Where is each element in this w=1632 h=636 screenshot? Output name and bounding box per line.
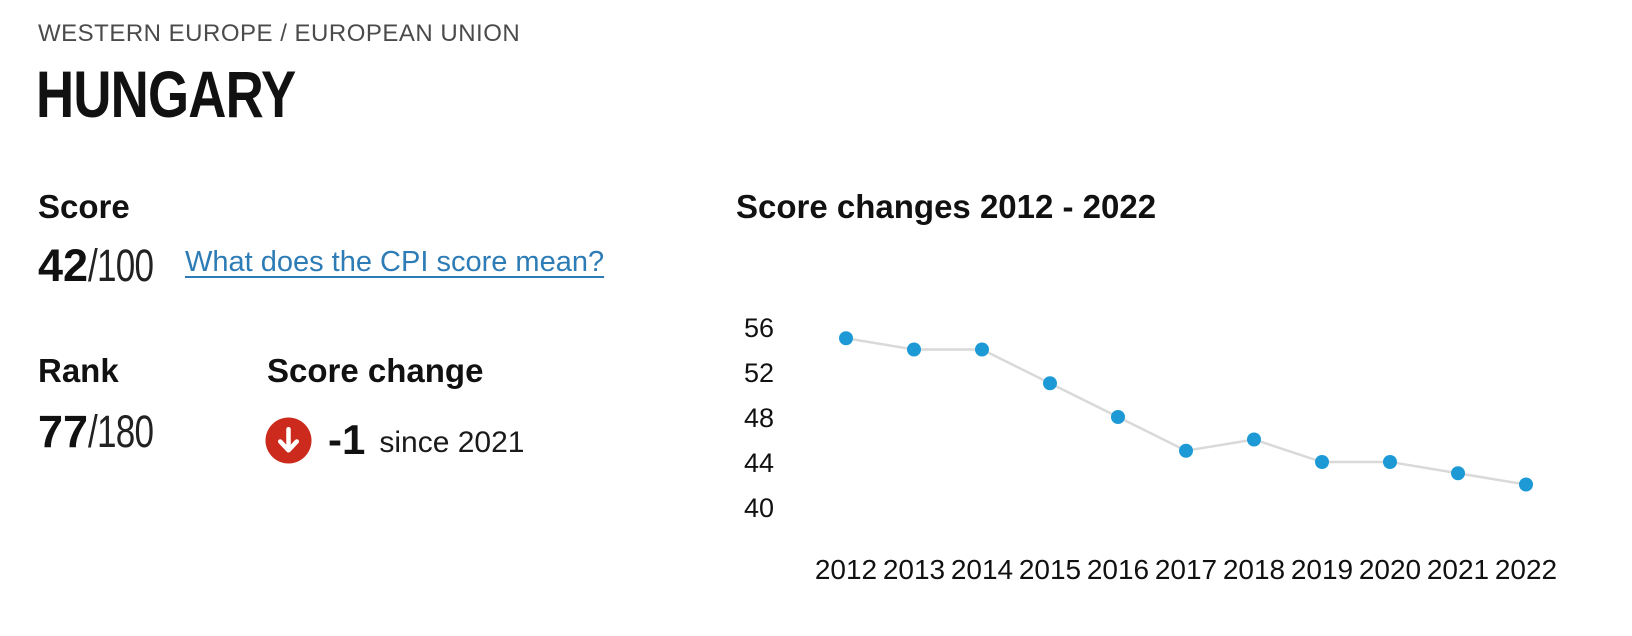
x-tick-label: 2013: [883, 554, 945, 585]
x-tick-label: 2022: [1495, 554, 1557, 585]
y-tick-label: 44: [744, 448, 774, 478]
y-tick-label: 56: [744, 313, 774, 343]
y-tick-label: 40: [744, 493, 774, 523]
x-tick-label: 2020: [1359, 554, 1421, 585]
data-point-2020[interactable]: [1383, 455, 1397, 469]
breadcrumb: WESTERN EUROPE / EUROPEAN UNION: [38, 20, 521, 47]
score-number: 42: [38, 240, 89, 291]
rank-denominator: /180: [88, 406, 154, 457]
score-change-label: Score change: [267, 352, 484, 389]
data-point-2016[interactable]: [1111, 410, 1125, 424]
x-tick-label: 2016: [1087, 554, 1149, 585]
x-tick-label: 2017: [1155, 554, 1217, 585]
x-tick-label: 2019: [1291, 554, 1353, 585]
data-point-2019[interactable]: [1315, 455, 1329, 469]
score-change-row: -1 since 2021: [265, 416, 524, 464]
page-title: HUNGARY: [36, 57, 296, 131]
score-change-value: -1: [328, 416, 366, 463]
x-tick-label: 2021: [1427, 554, 1489, 585]
chart-line: [845, 337, 1527, 486]
x-tick-label: 2018: [1223, 554, 1285, 585]
x-tick-label: 2014: [951, 554, 1013, 585]
rank-number: 77: [38, 406, 89, 457]
down-arrow-circle-icon: [265, 416, 312, 464]
score-label: Score: [38, 188, 130, 225]
score-change-caption: since 2021: [379, 426, 525, 459]
data-point-2015[interactable]: [1043, 376, 1057, 391]
data-point-2012[interactable]: [839, 331, 853, 346]
x-tick-label: 2015: [1019, 554, 1081, 585]
y-tick-label: 48: [744, 403, 774, 433]
data-point-2021[interactable]: [1451, 466, 1465, 481]
score-denominator: /100: [88, 240, 154, 291]
x-tick-label: 2012: [815, 554, 877, 585]
cpi-score-link[interactable]: What does the CPI score mean?: [185, 246, 605, 278]
rank-value: 77/180: [38, 406, 172, 458]
chart-title: Score changes 2012 - 2022: [736, 188, 1157, 225]
y-tick-label: 52: [744, 358, 774, 388]
data-point-2022[interactable]: [1519, 477, 1533, 492]
data-point-2013[interactable]: [907, 342, 921, 357]
score-value: 42/100: [38, 240, 172, 292]
data-point-2014[interactable]: [975, 342, 989, 357]
data-point-2017[interactable]: [1179, 443, 1193, 458]
data-point-2018[interactable]: [1247, 432, 1261, 447]
rank-label: Rank: [38, 352, 119, 389]
